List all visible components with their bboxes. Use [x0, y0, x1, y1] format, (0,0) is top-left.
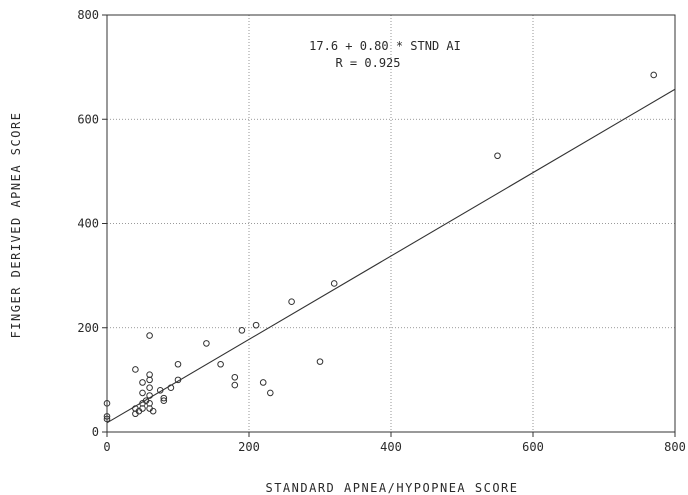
fit-line-layer	[106, 88, 676, 424]
y-axis-title: FINGER DERIVED APNEA SCORE	[9, 112, 23, 339]
y-tick-label: 200	[77, 321, 99, 335]
data-point	[174, 376, 182, 384]
data-point	[167, 384, 175, 391]
data-point	[146, 376, 153, 384]
regression-line	[106, 88, 676, 424]
x-tick-label: 800	[664, 440, 686, 454]
correlation-label: R = 0.925	[335, 56, 400, 70]
data-point	[146, 384, 153, 391]
data-point	[160, 397, 168, 405]
y-tick-label: 800	[77, 8, 99, 22]
data-point	[203, 340, 210, 347]
data-point	[330, 280, 338, 287]
data-point	[174, 360, 182, 368]
y-tick-label: 0	[92, 425, 99, 439]
data-point	[132, 366, 139, 373]
data-point	[650, 71, 658, 79]
y-tick-label: 600	[77, 112, 99, 126]
x-tick-label: 400	[380, 440, 402, 454]
data-point	[217, 360, 224, 368]
data-point	[146, 332, 153, 339]
data-points	[103, 71, 658, 423]
x-axis-title: STANDARD APNEA/HYPOPNEA SCORE	[265, 481, 518, 495]
regression-equation-label: 17.6 + 0.80 * STND AI	[309, 39, 461, 53]
data-point	[146, 392, 153, 399]
data-point	[160, 394, 168, 402]
data-point	[139, 389, 146, 397]
data-point	[149, 407, 157, 415]
y-tick-label: 400	[77, 217, 99, 231]
data-point	[238, 327, 246, 334]
x-tick-label: 600	[522, 440, 544, 454]
data-point	[316, 358, 324, 365]
x-tick-label: 200	[238, 440, 260, 454]
data-point	[267, 389, 274, 397]
data-point	[139, 405, 146, 412]
data-point	[231, 381, 239, 389]
data-point	[231, 373, 239, 381]
data-point	[288, 298, 295, 305]
data-point	[259, 379, 267, 386]
axis-ticks: 0 200 400 600 800 0 200 400 600 800	[77, 8, 686, 454]
data-point	[139, 379, 146, 386]
x-tick-label: 0	[103, 440, 110, 454]
grid-lines	[107, 15, 675, 432]
data-point	[494, 152, 501, 160]
data-point	[156, 387, 164, 394]
data-point	[252, 321, 260, 329]
